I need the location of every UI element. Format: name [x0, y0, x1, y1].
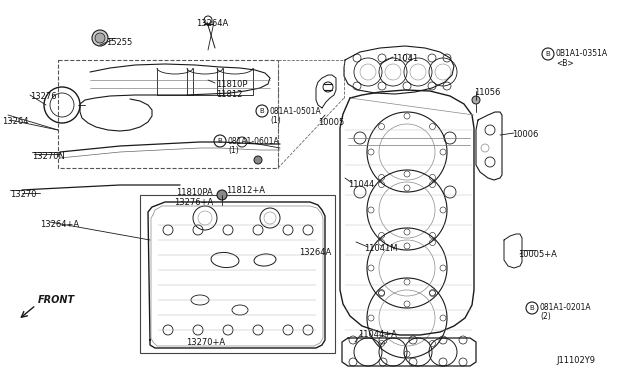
- Text: 11812+A: 11812+A: [226, 186, 265, 195]
- Circle shape: [217, 190, 227, 200]
- Text: (1): (1): [228, 145, 239, 154]
- Text: 11056: 11056: [474, 88, 500, 97]
- Text: 13270: 13270: [10, 190, 36, 199]
- Text: 11810PA: 11810PA: [176, 188, 212, 197]
- Text: 11041M: 11041M: [364, 244, 397, 253]
- Text: 11810P: 11810P: [216, 80, 248, 89]
- Text: 11044: 11044: [348, 180, 374, 189]
- Text: 13276: 13276: [30, 92, 56, 101]
- Circle shape: [472, 96, 480, 104]
- Text: 13264+A: 13264+A: [40, 220, 79, 229]
- Text: 11812: 11812: [216, 90, 243, 99]
- Text: 15255: 15255: [106, 38, 132, 47]
- Bar: [140, 195, 335, 353]
- Text: 10005+A: 10005+A: [518, 250, 557, 259]
- Text: J11102Y9: J11102Y9: [556, 356, 595, 365]
- Text: (1): (1): [270, 115, 281, 125]
- Text: 081A1-0601A: 081A1-0601A: [228, 137, 280, 145]
- Text: 0B1A1-0351A: 0B1A1-0351A: [556, 49, 608, 58]
- Text: 13270+A: 13270+A: [186, 338, 225, 347]
- Text: B: B: [260, 108, 264, 114]
- Text: 081A1-0501A: 081A1-0501A: [270, 106, 322, 115]
- Text: 11044+A: 11044+A: [358, 330, 397, 339]
- Text: B: B: [530, 305, 534, 311]
- Text: 13276+A: 13276+A: [174, 198, 213, 207]
- Text: FRONT: FRONT: [38, 295, 75, 305]
- Text: 11041: 11041: [392, 54, 419, 63]
- Text: 10005: 10005: [318, 118, 344, 127]
- Text: (2): (2): [540, 312, 551, 321]
- Text: <B>: <B>: [556, 58, 573, 67]
- Text: 081A1-0201A: 081A1-0201A: [540, 304, 591, 312]
- Text: 10006: 10006: [512, 130, 538, 139]
- Circle shape: [92, 30, 108, 46]
- Circle shape: [95, 33, 105, 43]
- Text: B: B: [218, 138, 222, 144]
- Text: 13264A: 13264A: [299, 248, 332, 257]
- Text: B: B: [546, 51, 550, 57]
- Text: 13270N: 13270N: [32, 152, 65, 161]
- Text: 13264: 13264: [2, 117, 29, 126]
- Circle shape: [254, 156, 262, 164]
- Bar: [58, 60, 278, 168]
- Text: 13264A: 13264A: [196, 19, 228, 28]
